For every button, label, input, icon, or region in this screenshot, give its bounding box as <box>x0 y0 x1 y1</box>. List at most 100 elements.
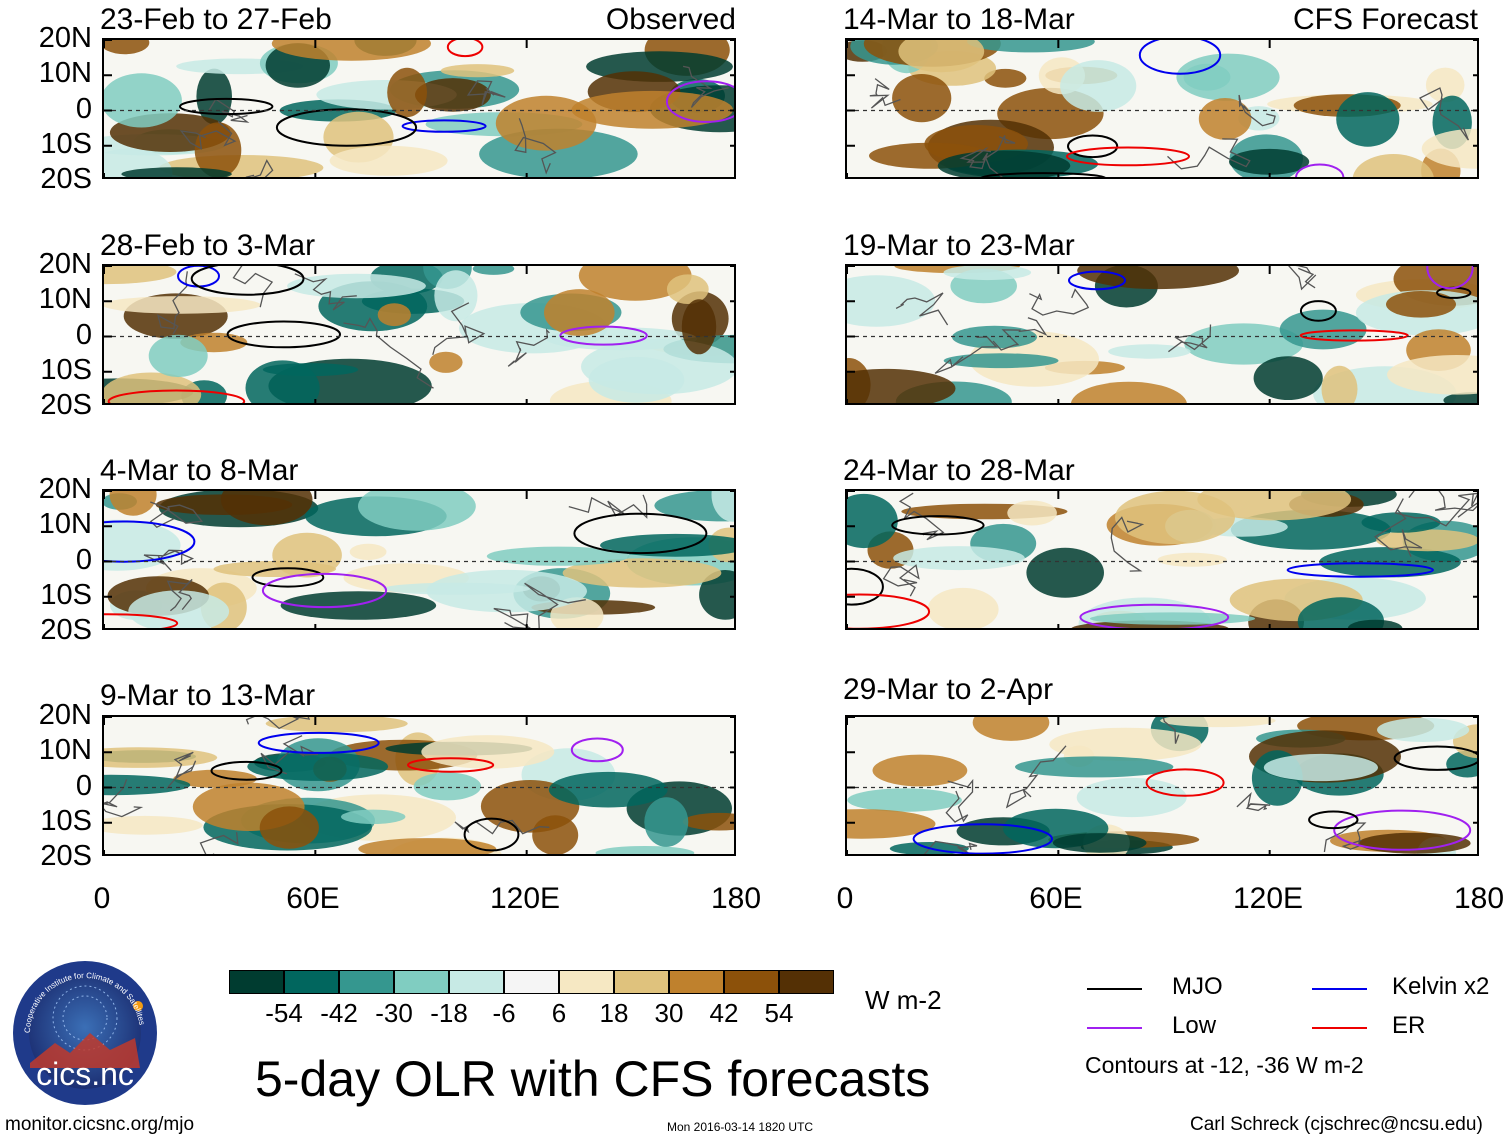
coastline <box>1238 94 1276 127</box>
panel-title-8: 29-Mar to 2-Apr <box>843 673 1054 706</box>
coastline <box>232 266 274 308</box>
olr-anomaly-region <box>104 774 191 796</box>
coastline <box>923 840 978 854</box>
lat-tick-row1-20s: 20S <box>40 163 92 195</box>
footer-url: monitor.cicsnc.org/mjo <box>5 1114 195 1135</box>
olr-anomaly-region <box>245 360 320 403</box>
wave-contour <box>401 119 487 133</box>
colorbar-swatch <box>284 970 339 994</box>
legend-line-low <box>1087 1027 1142 1029</box>
olr-anomaly-region <box>1387 355 1477 395</box>
olr-anomaly-region <box>128 590 230 628</box>
olr-anomaly-region <box>1386 291 1456 318</box>
wave-contour <box>1286 562 1434 578</box>
coastline <box>466 80 506 106</box>
wave-contour <box>257 731 380 754</box>
olr-anomaly-region <box>600 533 734 557</box>
olr-anomaly-region <box>383 582 531 595</box>
coastline <box>1236 791 1271 812</box>
olr-anomaly-region <box>666 274 709 304</box>
lat-tick-row4-0: 0 <box>75 769 92 802</box>
wave-contour <box>570 737 624 763</box>
lat-tick-row3-10s: 10S <box>40 578 92 611</box>
wave-contour <box>107 389 246 403</box>
olr-anomaly-region <box>578 266 692 301</box>
olr-anomaly-region <box>1319 547 1461 578</box>
coastline <box>245 159 274 177</box>
wave-contour <box>104 613 179 628</box>
olr-anomaly-region <box>104 296 261 314</box>
olr-anomaly-region <box>287 273 426 299</box>
colorbar-swatch <box>449 970 504 994</box>
olr-anomaly-region <box>893 546 1025 571</box>
olr-anomaly-region <box>265 717 408 733</box>
olr-anomaly-region <box>1115 491 1235 545</box>
wave-contour <box>226 320 342 349</box>
map-panel-1 <box>102 38 736 179</box>
lat-tick-row2-0: 0 <box>75 318 92 351</box>
lat-tick-row2-20n: 20N <box>38 248 92 280</box>
lat-tick-row3-10n: 10N <box>38 508 92 541</box>
olr-anomaly-region <box>104 372 202 403</box>
olr-anomaly-region <box>148 334 208 378</box>
wave-contour <box>407 757 495 773</box>
olr-anomaly-region <box>247 752 389 781</box>
panel-title-2: 28-Feb to 3-Mar <box>100 229 316 262</box>
coastline <box>966 135 1016 163</box>
olr-anomaly-region <box>1421 128 1477 169</box>
lon-tick-left-60e: 60E <box>286 882 340 915</box>
coastline <box>1373 509 1423 557</box>
olr-anomaly-region <box>943 266 1032 281</box>
olr-anomaly-region <box>341 809 406 824</box>
olr-anomaly-region <box>984 68 1027 88</box>
olr-anomaly-region <box>1361 512 1441 533</box>
colorbar-swatch <box>669 970 724 994</box>
olr-anomaly-region <box>588 356 685 403</box>
legend-label-er: ER <box>1392 1012 1426 1039</box>
olr-anomaly-region <box>104 73 182 128</box>
panel-title-1: 23-Feb to 27-Feb <box>100 3 332 36</box>
olr-anomaly-region <box>1198 98 1252 140</box>
coastline <box>294 273 357 311</box>
lon-tick-right-180: 180 <box>1453 882 1505 915</box>
olr-anomaly-region <box>434 270 478 322</box>
panel-title-5: 14-Mar to 18-Mar <box>843 3 1075 36</box>
olr-anomaly-region <box>1321 365 1358 403</box>
wave-contour <box>275 108 418 147</box>
coastline <box>507 328 550 367</box>
coastline <box>1168 324 1212 353</box>
panel-title-4: 9-Mar to 13-Mar <box>100 679 316 712</box>
olr-anomaly-region <box>1376 529 1477 552</box>
olr-anomaly-region <box>1026 547 1104 598</box>
colorbar-label: 18 <box>599 998 629 1028</box>
olr-map <box>104 266 734 403</box>
olr-anomaly-region <box>595 846 695 854</box>
olr-anomaly-region <box>1160 717 1276 728</box>
olr-anomaly-region <box>1377 717 1470 742</box>
olr-anomaly-region <box>1089 612 1256 625</box>
olr-anomaly-region <box>937 150 1071 177</box>
wave-contour <box>891 515 985 536</box>
colorbar-label: -54 <box>265 998 303 1028</box>
olr-anomaly-region <box>421 735 555 769</box>
olr-anomaly-region <box>104 266 177 285</box>
wave-contour <box>251 567 325 588</box>
wave-contour <box>1299 329 1409 342</box>
olr-anomaly-region <box>644 797 689 847</box>
footer-author: Carl Schreck (cjschrec@ncsu.edu) <box>1190 1114 1483 1135</box>
lon-tick-right-120e: 120E <box>1232 882 1304 915</box>
legend-label-mjo: MJO <box>1172 973 1223 1000</box>
coastline <box>1110 516 1145 572</box>
olr-anomaly-region <box>927 587 999 628</box>
colorbar-swatch <box>339 970 394 994</box>
olr-anomaly-region <box>544 289 615 336</box>
lon-tick-right-60e: 60E <box>1029 882 1083 915</box>
olr-anomaly-region <box>104 747 218 768</box>
olr-anomaly-region <box>1352 154 1434 177</box>
coastline <box>1394 492 1477 527</box>
observed-tag: Observed <box>605 3 736 36</box>
lat-tick-row4-10n: 10N <box>38 734 92 767</box>
olr-anomaly-region <box>847 493 898 549</box>
lat-tick-row2-10s: 10S <box>40 353 92 386</box>
coastline <box>199 832 239 854</box>
